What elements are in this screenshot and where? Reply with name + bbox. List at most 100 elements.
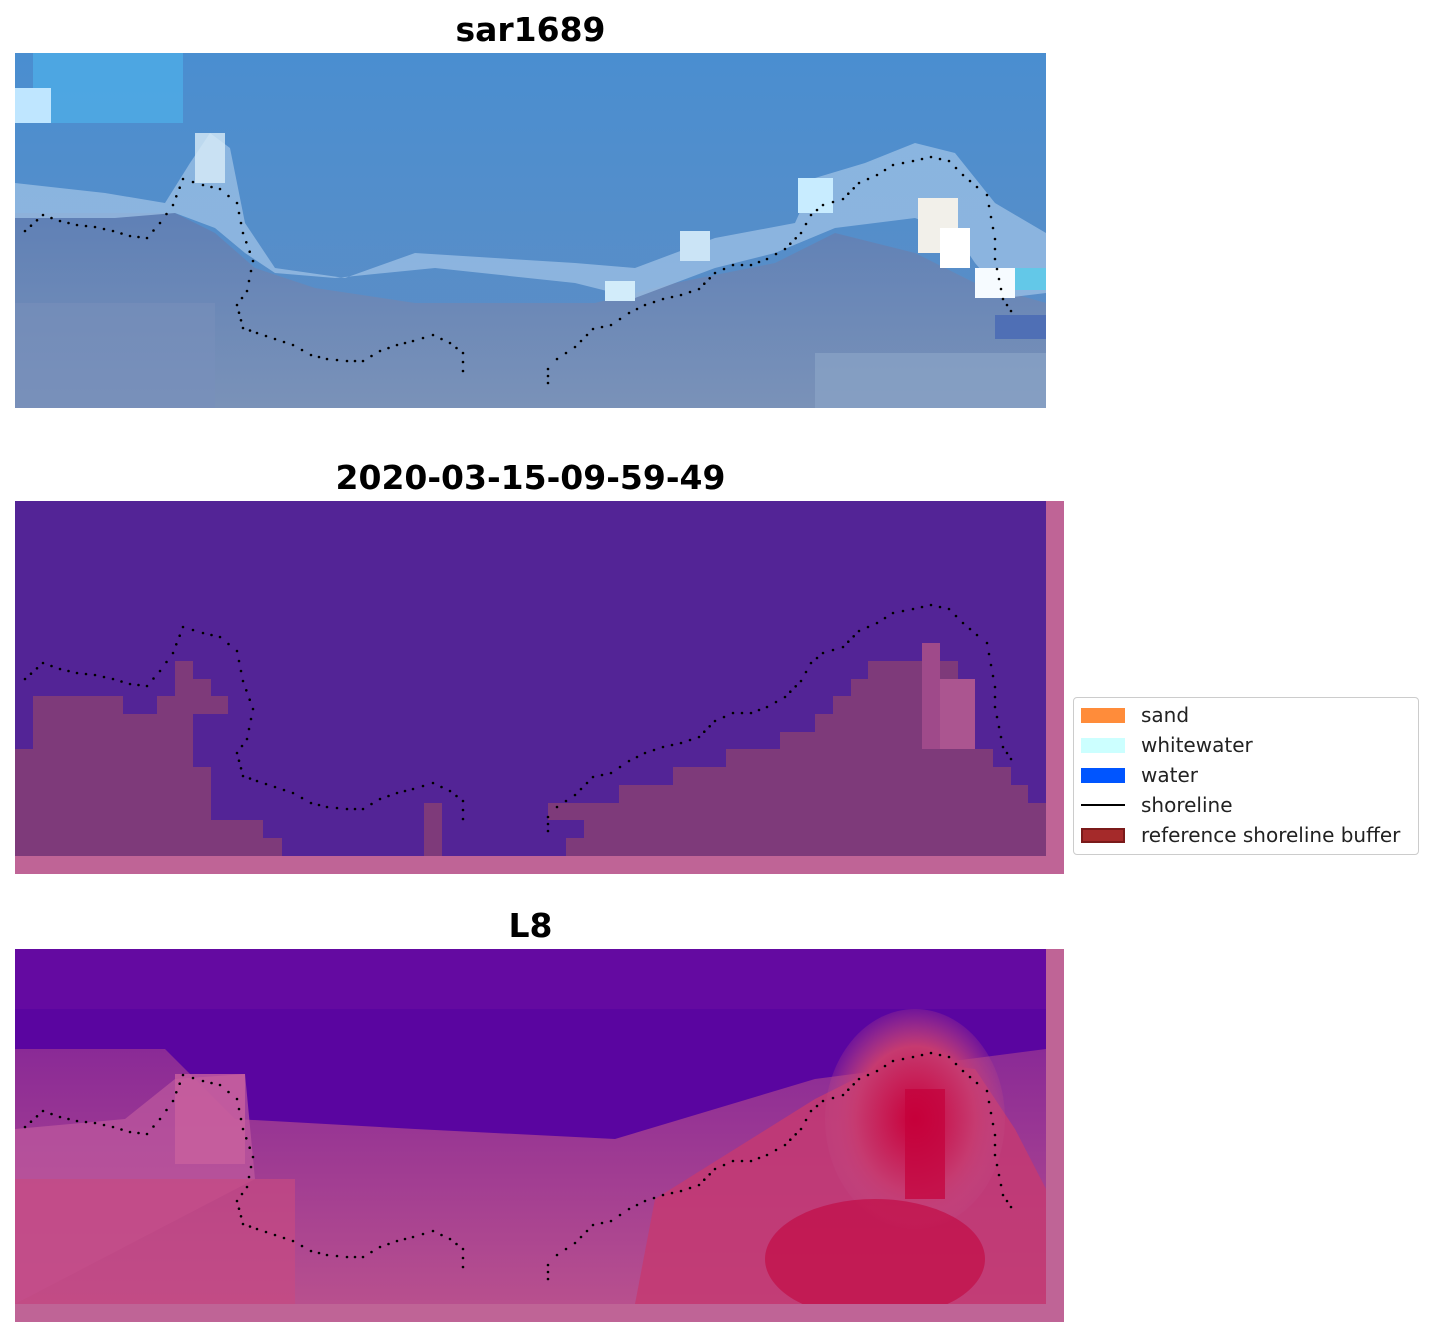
shoreline-dot <box>171 651 175 655</box>
shoreline-dot <box>35 667 39 670</box>
shoreline-dot <box>309 801 313 805</box>
shoreline-dot <box>794 1133 797 1136</box>
shoreline-dot <box>804 222 808 226</box>
shoreline-dot <box>961 621 965 625</box>
legend-label-shoreline: shoreline <box>1141 793 1233 817</box>
shoreline-dot <box>353 1255 357 1259</box>
shoreline-dot <box>191 1076 195 1080</box>
shoreline-dot <box>237 211 241 215</box>
shoreline-dot <box>585 333 589 337</box>
shoreline-dot <box>774 700 778 704</box>
shoreline-dot <box>1009 1205 1013 1209</box>
shoreline-dot <box>1009 309 1013 313</box>
shoreline-dot <box>947 159 951 163</box>
shoreline-dot <box>993 705 997 709</box>
shoreline-dots-classified <box>23 603 1013 833</box>
shoreline-dot <box>999 1183 1003 1187</box>
shoreline-dot <box>993 1153 997 1157</box>
shoreline-dot <box>731 711 735 715</box>
shoreline-dot <box>1001 297 1005 301</box>
shoreline-dot <box>239 669 243 673</box>
shoreline-dot <box>1005 1199 1009 1203</box>
shoreline-dot <box>335 806 339 810</box>
shoreline-dot <box>158 669 162 673</box>
shoreline-dot <box>999 735 1003 739</box>
shoreline-dot <box>235 201 239 205</box>
shoreline-dot <box>713 271 717 275</box>
shoreline-dot <box>67 1117 70 1121</box>
shoreline-dot <box>241 1127 245 1131</box>
shoreline-dot <box>309 1249 313 1253</box>
shoreline-dot <box>546 829 550 833</box>
shoreline-dot <box>395 343 399 347</box>
shoreline-dot <box>995 715 999 719</box>
shoreline-dot <box>757 1156 761 1160</box>
legend-item-water: water <box>1081 762 1198 788</box>
shoreline-dot <box>749 263 753 267</box>
shoreline-dot <box>627 311 631 315</box>
shoreline-dot <box>713 719 717 723</box>
shoreline-dot <box>440 337 443 341</box>
shoreline-dot <box>264 1230 268 1234</box>
shoreline-dot <box>857 1077 861 1081</box>
shoreline-dot <box>564 799 568 803</box>
shoreline-dot <box>679 293 683 297</box>
shoreline-dot <box>697 1183 701 1187</box>
shoreline-dot <box>309 353 313 357</box>
shoreline-dot <box>891 611 895 615</box>
shoreline-dot <box>591 1223 595 1227</box>
shoreline-dot <box>975 185 979 189</box>
shoreline-dot <box>93 1121 97 1125</box>
legend-label-whitewater: whitewater <box>1141 733 1253 757</box>
shoreline-dot <box>248 777 252 780</box>
shoreline-dot <box>171 1099 175 1103</box>
shoreline-dot <box>815 1104 819 1108</box>
shoreline-dot <box>41 661 45 665</box>
shoreline-dot <box>783 247 787 251</box>
shoreline-dot <box>300 1244 304 1248</box>
shoreline-dot <box>866 177 870 181</box>
shoreline-dot <box>145 1132 149 1136</box>
shoreline-dot <box>175 643 178 646</box>
legend-label-sand: sand <box>1141 703 1190 727</box>
shoreline-dot <box>722 715 726 719</box>
shoreline-dot <box>794 685 797 688</box>
shoreline-dot <box>50 664 53 668</box>
legend: sand whitewater water shoreline referenc… <box>1073 697 1419 855</box>
shoreline-dot <box>740 711 744 715</box>
shoreline-dot <box>431 1229 435 1233</box>
shoreline-dot <box>317 803 321 807</box>
shoreline-dot <box>961 173 965 177</box>
shoreline-dot <box>1001 745 1005 749</box>
shoreline-dot <box>546 1270 550 1274</box>
shoreline-dot <box>585 1229 589 1233</box>
shoreline-dot <box>178 1082 181 1085</box>
shoreline-dot <box>227 642 230 646</box>
shoreline-dot <box>993 237 997 241</box>
shoreline-dot <box>809 1109 813 1113</box>
shoreline-dot <box>573 1241 577 1245</box>
shoreline-dot <box>961 1069 965 1073</box>
shoreline-dot <box>75 1119 79 1123</box>
shoreline-dot <box>852 635 855 638</box>
shoreline-dot <box>227 1090 230 1094</box>
shoreline-dot <box>128 682 132 686</box>
shoreline-dot <box>564 351 568 355</box>
shoreline-dot <box>883 168 887 172</box>
shoreline-dot <box>546 1263 550 1267</box>
shoreline-dot <box>995 1163 999 1167</box>
shoreline-dot <box>387 1242 390 1246</box>
shoreline-dot <box>50 1112 53 1116</box>
shoreline-dot <box>210 185 213 189</box>
shoreline-dot <box>248 250 251 253</box>
shoreline-dot <box>585 781 589 785</box>
shoreline-dot <box>111 1125 115 1129</box>
shoreline-dot <box>58 1115 62 1119</box>
shoreline-dot <box>171 203 175 207</box>
shoreline-dot <box>245 689 248 692</box>
legend-swatch-whitewater <box>1081 737 1125 753</box>
shoreline-dot <box>378 349 382 353</box>
shoreline-dot <box>985 1089 989 1093</box>
shoreline-dot <box>866 625 870 629</box>
shoreline-dot <box>857 629 861 633</box>
